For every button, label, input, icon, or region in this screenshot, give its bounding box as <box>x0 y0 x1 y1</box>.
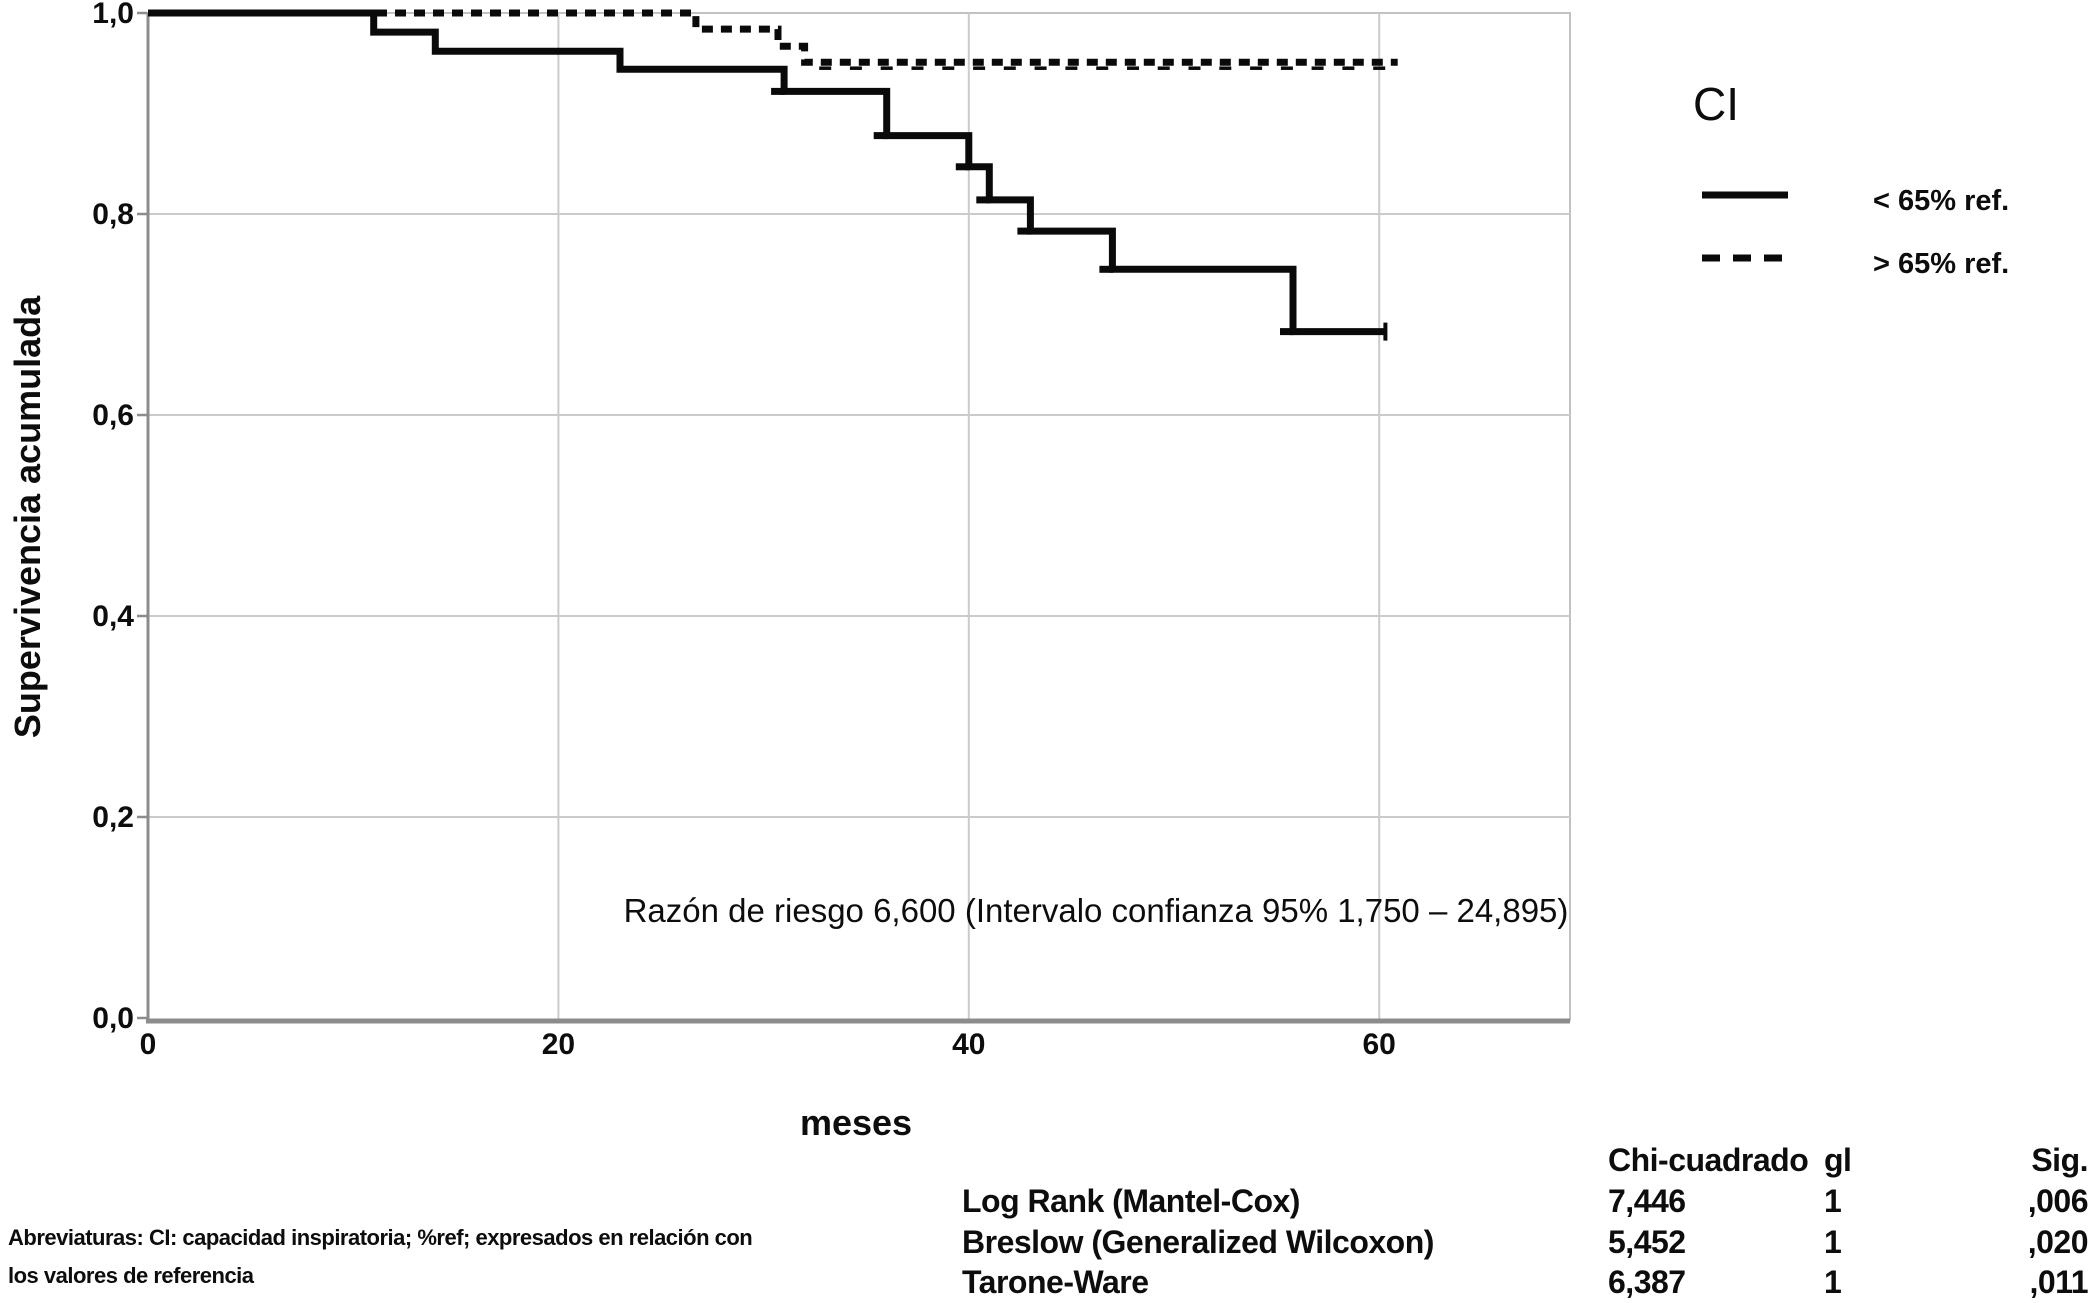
stats-gl-value: 1 <box>1824 1224 1841 1260</box>
series-curves <box>148 9 1398 341</box>
stats-sig-value: ,020 <box>2028 1224 2088 1260</box>
stats-header-gl: gl <box>1824 1142 1851 1178</box>
stats-test-name: Log Rank (Mantel-Cox) <box>962 1183 1300 1219</box>
series-solid <box>148 9 1388 341</box>
stats-row-logrank: Log Rank (Mantel-Cox) 7,446 1 ,006 <box>962 1183 2089 1219</box>
y-tick-label: 0,6 <box>92 399 134 432</box>
series-dashed-path <box>148 9 1398 66</box>
stats-chi-value: 5,452 <box>1608 1224 1686 1260</box>
stats-gl-value: 1 <box>1824 1264 1841 1300</box>
y-tick-label: 0,2 <box>92 801 134 834</box>
y-axis-title: Supervivencia acumulada <box>7 295 48 738</box>
stats-sig-value: ,011 <box>2029 1264 2088 1300</box>
stats-chi-value: 7,446 <box>1608 1183 1686 1219</box>
legend-entry-dashed-label: > 65% ref. <box>1873 248 2009 280</box>
stats-chi-value: 6,387 <box>1608 1264 1686 1300</box>
plot-area: 0 20 40 60 0,0 0,2 0,4 0,6 0,8 1,0 <box>92 0 1571 1061</box>
y-tick-label: 0,4 <box>92 600 134 633</box>
series-solid-path <box>148 9 1386 336</box>
series-dashed <box>148 9 1398 70</box>
y-tick-label: 0,0 <box>92 1002 134 1035</box>
stats-test-name: Tarone-Ware <box>962 1264 1149 1300</box>
stats-gl-value: 1 <box>1824 1183 1841 1219</box>
plot-frame <box>147 12 1571 1021</box>
tick-labels: 0 20 40 60 0,0 0,2 0,4 0,6 0,8 1,0 <box>92 0 1396 1061</box>
footnote-line-1: Abreviaturas: CI: capacidad inspiratoria… <box>8 1225 752 1250</box>
stats-row-taroneware: Tarone-Ware 6,387 1 ,011 <box>962 1264 2089 1300</box>
hazard-ratio-annotation: Razón de riesgo 6,600 (Intervalo confian… <box>624 892 1569 929</box>
x-axis-title: meses <box>800 1102 912 1143</box>
x-tick-label: 60 <box>1363 1028 1396 1061</box>
gridlines <box>148 13 1570 1020</box>
legend: CI < 65% ref. > 65% ref. <box>1693 78 2009 280</box>
legend-entry-solid-label: < 65% ref. <box>1873 185 2009 217</box>
y-tick-label: 1,0 <box>92 0 134 30</box>
stats-header-chi: Chi-cuadrado <box>1608 1142 1808 1178</box>
stats-sig-value: ,006 <box>2028 1183 2088 1219</box>
x-tick-label: 0 <box>140 1028 157 1061</box>
axis-tickmarks <box>137 11 147 1020</box>
x-tick-label: 40 <box>952 1028 985 1061</box>
stats-test-name: Breslow (Generalized Wilcoxon) <box>962 1224 1434 1260</box>
y-tick-label: 0,8 <box>92 198 134 231</box>
legend-title: CI <box>1693 78 1739 130</box>
footnote-line-2: los valores de referencia <box>8 1263 255 1288</box>
x-tick-label: 20 <box>542 1028 575 1061</box>
stats-row-breslow: Breslow (Generalized Wilcoxon) 5,452 1 ,… <box>962 1224 2089 1260</box>
stats-header-sig: Sig. <box>2031 1142 2088 1178</box>
footnote: Abreviaturas: CI: capacidad inspiratoria… <box>8 1225 753 1288</box>
stats-table: Chi-cuadrado gl Sig. Log Rank (Mantel-Co… <box>962 1142 2089 1300</box>
